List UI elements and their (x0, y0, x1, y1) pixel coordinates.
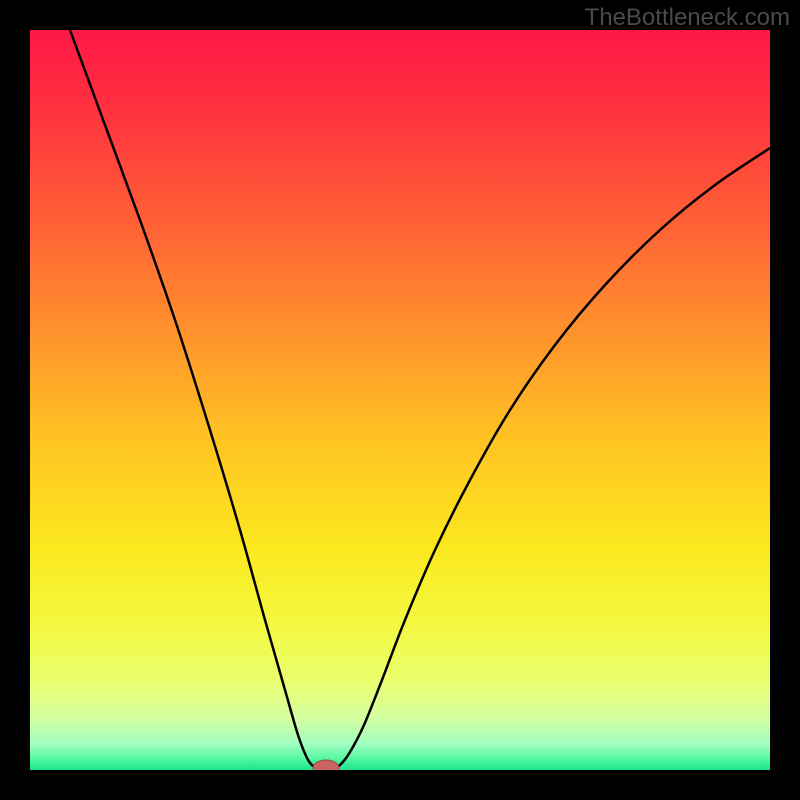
chart-frame: TheBottleneck.com (0, 0, 800, 800)
valley-marker (313, 760, 339, 770)
bottleneck-curve (30, 30, 770, 770)
plot-area (30, 30, 770, 770)
curve-left-branch (70, 30, 319, 769)
curve-right-branch (332, 148, 770, 769)
watermark-text: TheBottleneck.com (585, 4, 790, 32)
